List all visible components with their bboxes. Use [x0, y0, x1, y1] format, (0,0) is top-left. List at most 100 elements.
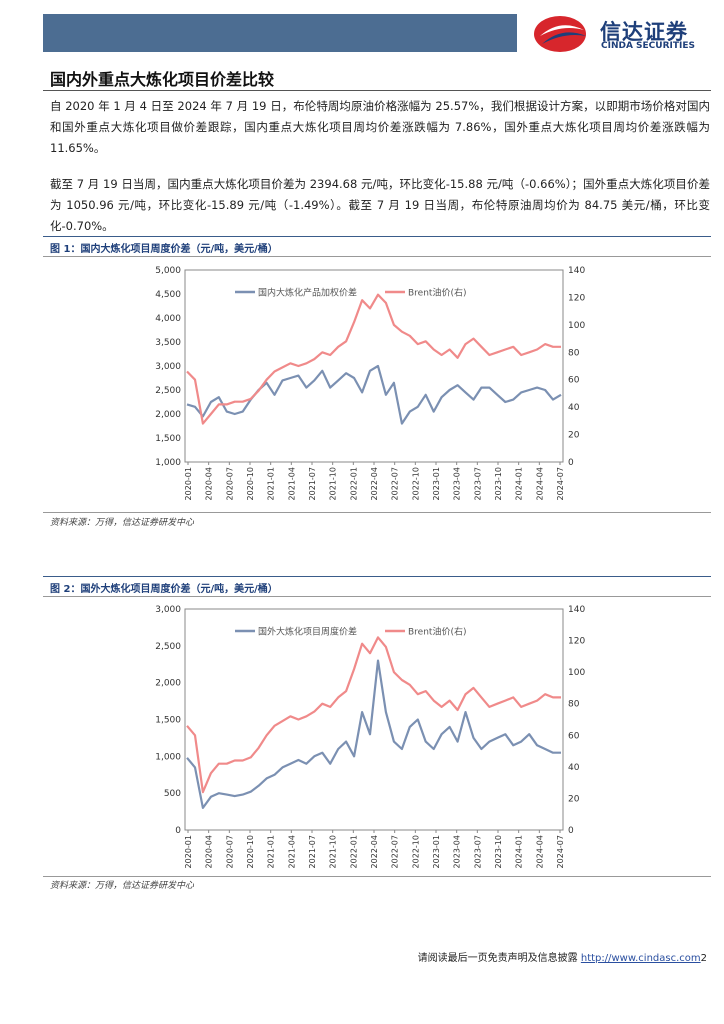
- x-tick-label: 2020-01: [184, 835, 193, 868]
- x-tick-label: 2022-01: [349, 467, 358, 500]
- figure-2-chart: 0 500 1,000 1,500 2,000 2,500 3,000 0 20 40 60 80 10…: [155, 605, 585, 868]
- x-tick-label: 2023-10: [494, 467, 503, 500]
- right-tick-label: 60: [568, 731, 580, 741]
- right-tick-label: 80: [568, 348, 580, 358]
- left-tick-label: 1,500: [155, 716, 181, 726]
- legend-label: Brent油价(右): [408, 626, 466, 638]
- x-tick-label: 2022-10: [411, 835, 420, 868]
- website-link[interactable]: http://www.cindasc.com: [580, 953, 701, 964]
- x-tick-label: 2021-01: [267, 835, 276, 868]
- left-tick-label: 3,000: [155, 362, 181, 372]
- x-tick-label: 2024-04: [535, 835, 544, 868]
- figure-1-caption-rule: [43, 256, 711, 257]
- x-tick-label: 2023-04: [453, 835, 462, 868]
- series-line-spread: [186, 364, 562, 425]
- right-tick-label: 120: [568, 293, 585, 303]
- figure-2-top-rule: [43, 576, 711, 577]
- x-tick-label: 2021-07: [308, 835, 317, 868]
- figure-1-caption: 图 1：国内大炼化项目周度价差（元/吨，美元/桶）: [50, 244, 278, 255]
- x-tick-label: 2023-01: [432, 835, 441, 868]
- logo-name-en: CINDA SECURITIES: [601, 41, 695, 51]
- left-tick-label: 1,000: [155, 752, 181, 762]
- x-tick-label: 2024-01: [515, 467, 524, 500]
- right-tick-label: 40: [568, 403, 580, 413]
- right-tick-label: 20: [568, 431, 580, 441]
- section-title: 国内外重点大炼化项目价差比较: [50, 70, 275, 89]
- figure-1-bottom-rule: [43, 512, 711, 513]
- left-tick-label: 4,500: [155, 290, 181, 300]
- right-tick-label: 120: [568, 637, 585, 647]
- left-tick-label: 2,500: [155, 642, 181, 652]
- x-tick-label: 2020-10: [246, 467, 255, 500]
- legend-label: 国外大炼化项目周度价差: [258, 626, 357, 638]
- right-tick-label: 100: [568, 321, 585, 331]
- left-tick-label: 3,500: [155, 338, 181, 348]
- x-tick-label: 2020-07: [225, 835, 234, 868]
- right-tick-label: 0: [568, 458, 574, 468]
- plot-frame: [184, 608, 564, 831]
- left-tick-label: 2,000: [155, 410, 181, 420]
- x-tick-label: 2020-04: [205, 467, 214, 500]
- figure-1-chart: 1,000 1,500 2,000 2,500 3,000 3,500 4,000 4,500…: [155, 266, 585, 500]
- figure-2-caption-rule: [43, 596, 711, 597]
- x-tick-label: 2022-04: [370, 835, 379, 868]
- logo-name-cn: 信达证券: [600, 20, 688, 44]
- left-tick-label: 3,000: [155, 605, 181, 615]
- x-tick-label: 2024-07: [556, 467, 565, 500]
- left-tick-label: 1,500: [155, 434, 181, 444]
- figure-2-caption: 图 2：国外大炼化项目周度价差（元/吨，美元/桶）: [50, 584, 278, 595]
- plot-frame: [184, 269, 564, 463]
- left-tick-label: 1,000: [155, 458, 181, 468]
- left-tick-label: 0: [175, 826, 181, 836]
- right-tick-label: 0: [568, 826, 574, 836]
- header-bar: [43, 14, 517, 52]
- right-tick-label: 100: [568, 668, 585, 678]
- legend-label: Brent油价(右): [408, 287, 466, 299]
- right-tick-label: 140: [568, 605, 585, 615]
- left-tick-label: 2,500: [155, 386, 181, 396]
- x-tick-label: 2020-07: [225, 467, 234, 500]
- x-tick-label: 2021-04: [287, 835, 296, 868]
- figure-1-top-rule: [43, 236, 711, 237]
- x-tick-label: 2021-04: [287, 467, 296, 500]
- x-tick-label: 2023-10: [494, 835, 503, 868]
- series-line-brent: [186, 636, 561, 794]
- left-tick-label: 4,000: [155, 314, 181, 324]
- x-tick-label: 2021-07: [308, 467, 317, 500]
- x-tick-label: 2022-01: [349, 835, 358, 868]
- figure-2-source: 资料来源：万得，信达证券研发中心: [50, 881, 195, 891]
- page-footer: 请阅读最后一页免责声明及信息披露 http://www.cindasc.com2: [418, 949, 707, 964]
- page-number: 2: [700, 953, 707, 964]
- paragraph-1: 自 2020 年 1 月 4 日至 2024 年 7 月 19 日，布伦特周均原…: [50, 99, 710, 155]
- series-line-brent: [186, 293, 561, 425]
- x-tick-label: 2020-10: [246, 835, 255, 868]
- left-tick-label: 2,000: [155, 679, 181, 689]
- right-tick-label: 80: [568, 700, 580, 710]
- x-tick-label: 2022-07: [391, 467, 400, 500]
- series-line-spread: [186, 659, 561, 809]
- x-tick-label: 2024-07: [556, 835, 565, 868]
- right-tick-label: 60: [568, 376, 580, 386]
- x-tick-label: 2023-01: [432, 467, 441, 500]
- left-tick-label: 5,000: [155, 266, 181, 276]
- right-tick-label: 20: [568, 794, 580, 804]
- x-tick-label: 2023-07: [473, 835, 482, 868]
- left-tick-label: 500: [164, 789, 181, 799]
- x-tick-label: 2020-01: [184, 467, 193, 500]
- x-tick-label: 2021-10: [329, 835, 338, 868]
- right-tick-label: 40: [568, 763, 580, 773]
- x-tick-label: 2023-07: [473, 467, 482, 500]
- paragraph-2: 截至 7 月 19 日当周，国内重点大炼化项目价差为 2394.68 元/吨，环…: [50, 177, 710, 233]
- cinda-logo-icon: [534, 16, 586, 52]
- x-tick-label: 2024-01: [515, 835, 524, 868]
- x-tick-label: 2022-04: [370, 467, 379, 500]
- figure-2-bottom-rule: [43, 876, 711, 877]
- x-tick-label: 2022-10: [411, 467, 420, 500]
- x-tick-label: 2023-04: [453, 467, 462, 500]
- figure-1-source: 资料来源：万得，信达证券研发中心: [50, 518, 195, 528]
- disclaimer-text: 请阅读最后一页免责声明及信息披露: [417, 953, 578, 964]
- x-tick-label: 2022-07: [391, 835, 400, 868]
- x-tick-label: 2021-10: [329, 467, 338, 500]
- x-tick-label: 2024-04: [535, 467, 544, 500]
- right-tick-label: 140: [568, 266, 585, 276]
